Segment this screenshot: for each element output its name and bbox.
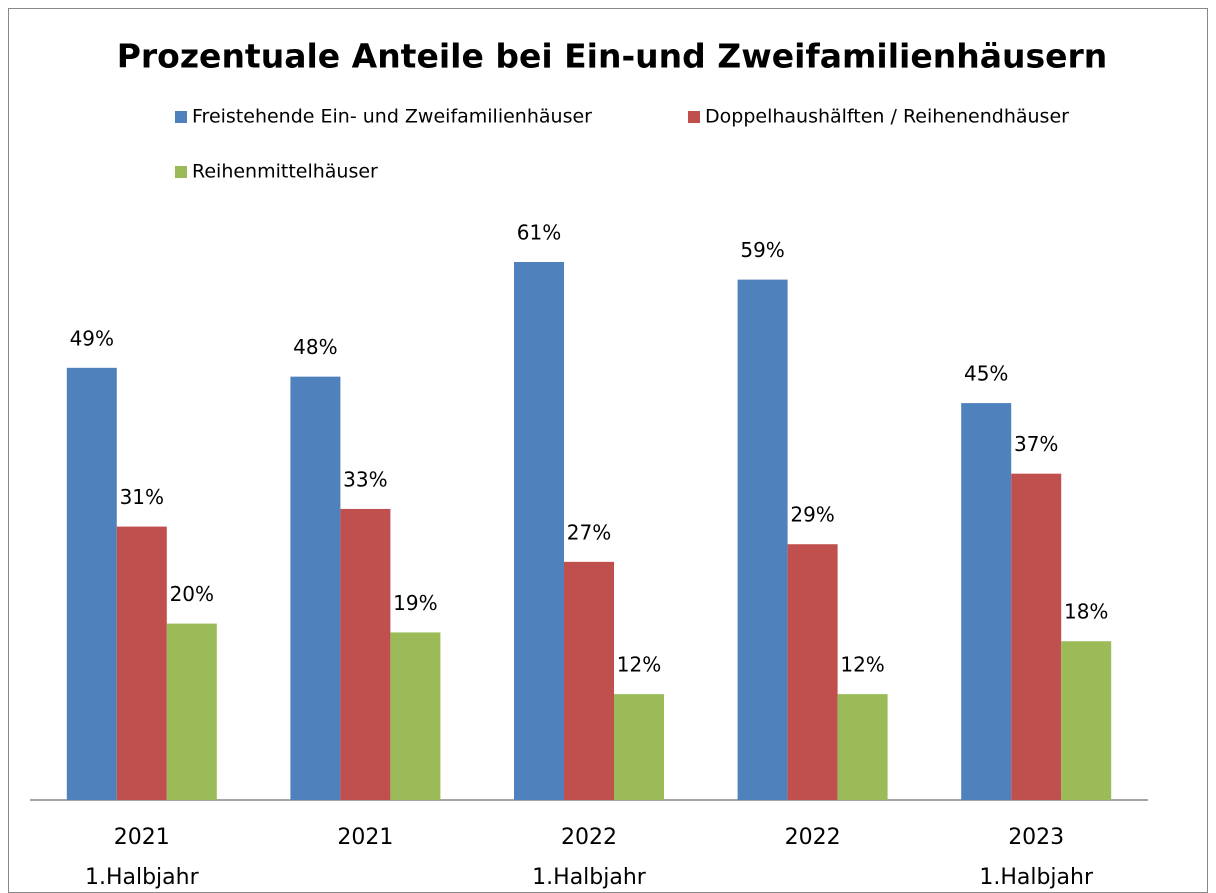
x-tick-label: 2023 <box>1008 825 1064 850</box>
bar <box>1061 641 1112 800</box>
data-label: 12% <box>617 653 661 677</box>
bar <box>166 623 217 800</box>
bar <box>961 403 1012 800</box>
x-tick-label: 1.Halbjahr <box>979 865 1094 890</box>
x-tick-label: 2021 <box>337 825 393 850</box>
x-tick-label: 2022 <box>561 825 617 850</box>
bar <box>737 279 788 800</box>
bar <box>837 694 888 800</box>
bar <box>614 694 664 800</box>
data-label: 18% <box>1064 600 1108 624</box>
bar <box>514 261 564 801</box>
bar <box>340 508 391 800</box>
bar <box>1011 473 1062 800</box>
x-tick-label: 1.Halbjahr <box>532 865 647 890</box>
data-label: 49% <box>70 326 114 350</box>
data-label: 20% <box>170 582 214 606</box>
data-label: 61% <box>517 220 561 244</box>
bar <box>290 376 341 800</box>
data-label: 33% <box>343 467 387 491</box>
legend-label: Freistehende Ein- und Zweifamilienhäuser <box>192 106 592 128</box>
x-tick-label: 2021 <box>114 825 170 850</box>
data-label: 48% <box>293 335 337 359</box>
data-label: 37% <box>1014 432 1058 456</box>
bar <box>787 544 838 800</box>
data-label: 59% <box>740 238 784 262</box>
x-tick-label: 2022 <box>785 825 841 850</box>
legend-swatch <box>175 111 187 123</box>
data-label: 31% <box>120 485 164 509</box>
legend-swatch <box>175 166 187 178</box>
bar <box>390 632 441 800</box>
data-label: 19% <box>393 591 437 615</box>
bar <box>564 561 614 800</box>
data-label: 12% <box>840 653 884 677</box>
data-label: 45% <box>964 362 1008 386</box>
legend-swatch <box>688 111 700 123</box>
bar <box>116 526 167 800</box>
data-label: 29% <box>790 503 834 527</box>
x-tick-label: 1.Halbjahr <box>85 865 200 890</box>
legend-label: Reihenmittelhäuser <box>192 161 378 183</box>
legend-label: Doppelhaushälften / Reihenendhäuser <box>705 106 1069 128</box>
data-label: 27% <box>567 520 611 544</box>
bar <box>66 367 117 800</box>
chart-title: Prozentuale Anteile bei Ein-und Zweifami… <box>117 37 1108 76</box>
